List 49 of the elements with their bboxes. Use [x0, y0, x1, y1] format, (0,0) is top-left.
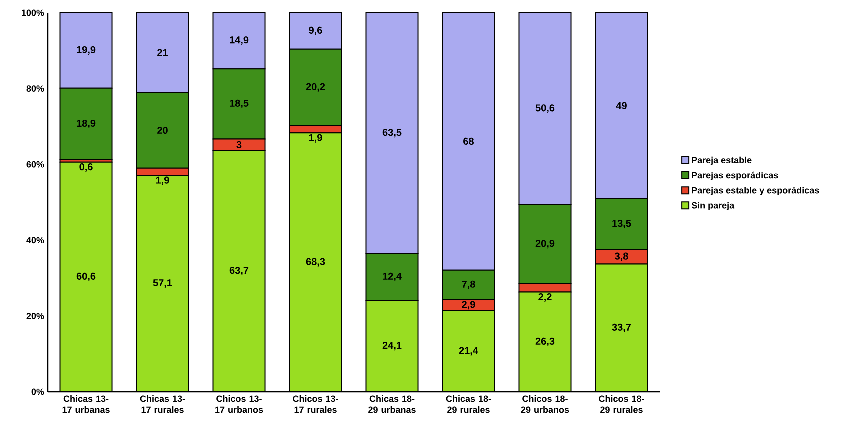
data-label: 12,4 — [383, 272, 402, 282]
data-label: 21,4 — [459, 347, 478, 356]
data-label: 68 — [464, 138, 474, 146]
data-label: 9,6 — [309, 26, 322, 36]
x-tick-label: Chicas 18-29 rurales — [446, 396, 492, 414]
data-label: 63,5 — [382, 129, 402, 138]
data-label: 20,9 — [536, 240, 555, 249]
y-tick-label: 0% — [32, 388, 44, 396]
y-tick-label: 40% — [26, 237, 44, 244]
data-label: 18,9 — [77, 120, 96, 128]
data-label: 13,5 — [612, 220, 632, 229]
data-label: 57,1 — [153, 280, 172, 288]
x-tick-label: Chicas 13-17 urbanas — [62, 396, 110, 414]
data-label: 3,8 — [615, 252, 628, 262]
data-label: 50,6 — [536, 104, 555, 114]
data-label: 26,3 — [536, 338, 555, 346]
legend-label: Sin pareja — [692, 202, 735, 211]
data-label: 2,9 — [462, 301, 476, 310]
data-label: 20 — [158, 126, 168, 134]
x-tick-label: Chicas 13-17 rurales — [140, 396, 186, 414]
data-label: 63,7 — [230, 267, 249, 276]
legend-label: Parejas estable y esporádicas — [692, 187, 820, 196]
data-label: 60,6 — [76, 272, 96, 282]
data-label: 7,8 — [462, 280, 476, 290]
y-tick-label: 60% — [26, 161, 44, 168]
data-label: 68,3 — [306, 258, 326, 267]
y-tick-label: 20% — [26, 312, 44, 320]
y-tick-label: 100% — [22, 10, 44, 16]
data-label: 14,9 — [230, 36, 249, 46]
data-label: 24,1 — [382, 342, 402, 351]
y-tick-label: 80% — [26, 86, 44, 92]
data-label: 20,2 — [306, 83, 326, 92]
data-label: 21 — [158, 49, 168, 56]
data-label: 3 — [236, 141, 242, 148]
data-label: 1,9 — [156, 176, 170, 186]
x-tick-label: Chicas 18-29 urbanas — [368, 396, 416, 414]
data-label: 33,7 — [612, 324, 632, 332]
legend-label: Parejas esporádicas — [692, 172, 778, 180]
data-label: 19,9 — [77, 46, 96, 55]
data-label: 2,2 — [538, 294, 552, 302]
x-tick-label: Chicos 18-29 urbanos — [521, 396, 570, 414]
data-label: 49 — [616, 102, 627, 110]
data-label: 1,9 — [309, 134, 322, 143]
x-tick-label: Chicos 13-17 rurales — [293, 396, 338, 414]
x-tick-label: Chicos 13-17 urbanos — [216, 396, 264, 414]
x-tick-label: Chicos 18-29 rurales — [599, 396, 644, 414]
legend-label: Pareja estable — [692, 156, 752, 166]
data-label: 0,6 — [80, 164, 93, 172]
data-label: 18,5 — [230, 100, 249, 108]
